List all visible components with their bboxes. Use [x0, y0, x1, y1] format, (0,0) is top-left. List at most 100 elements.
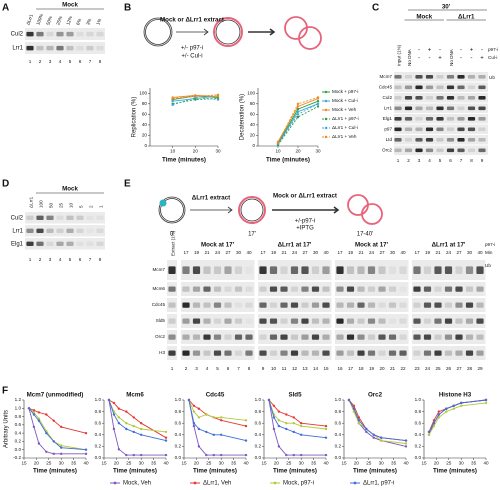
band [234, 266, 243, 274]
lane-number: 11 [282, 366, 287, 371]
lane-number: 17 [348, 366, 354, 371]
series-point [192, 404, 196, 407]
x-tick-label: 15 [101, 461, 107, 466]
y-tick-label: 1.0 [415, 397, 422, 402]
band [192, 302, 201, 308]
y-tick-label: 0.0 [175, 455, 182, 460]
time-label: 27 [379, 250, 385, 255]
lane-number: 20 [379, 366, 385, 371]
band [56, 241, 64, 247]
lane-number: 4 [59, 257, 62, 262]
band [76, 45, 84, 51]
series-point [32, 413, 36, 416]
series-point [277, 419, 281, 422]
legend-marker [193, 481, 197, 485]
series-point [372, 436, 375, 439]
band [213, 318, 222, 324]
band [455, 286, 463, 292]
band [322, 350, 330, 356]
plasmid [361, 203, 383, 225]
series-point [192, 424, 196, 428]
band [478, 127, 486, 132]
band [259, 318, 267, 324]
time-label: 19 [271, 250, 277, 255]
x-tick-label: 35 [311, 461, 317, 466]
schematic-time: 17-40' [357, 232, 374, 238]
band [446, 117, 455, 121]
lane-number: 3 [195, 366, 198, 371]
band [378, 334, 386, 340]
y-tick-label: 1.0 [175, 397, 182, 402]
band [213, 302, 222, 308]
time-label: 30 [236, 250, 242, 255]
series-point [220, 433, 223, 436]
lane-label: 50 [49, 202, 54, 208]
band [423, 266, 432, 274]
x-tick-label: 25 [366, 461, 372, 466]
legend-marker [113, 481, 117, 485]
lane-number: 6 [79, 59, 82, 64]
time-label: 27 [456, 250, 462, 255]
lane-label: Extract (1%) [171, 230, 176, 256]
x-tick-label: 15 [261, 461, 267, 466]
lane-number: 7 [89, 59, 92, 64]
band [404, 127, 413, 132]
lane-number: 1 [171, 366, 174, 371]
lane-number: 18 [358, 366, 364, 371]
series-point [316, 99, 320, 103]
band [96, 228, 104, 234]
band [399, 266, 407, 274]
band [290, 350, 299, 356]
treatment-mark: - [460, 48, 462, 54]
band [478, 75, 486, 79]
row-label: Mcm7 [379, 74, 392, 79]
x-tick-label: 40 [403, 461, 409, 466]
band [423, 318, 432, 324]
y-tick-label: 0.4 [15, 430, 22, 435]
lane-label: 2 [89, 205, 94, 208]
band [168, 318, 176, 324]
band [476, 350, 484, 356]
lane-number: 4 [428, 158, 431, 163]
series-point [445, 407, 448, 410]
band [399, 334, 407, 340]
x-tick-label: 40 [163, 461, 169, 466]
treatment-mark: - [460, 56, 462, 62]
series-point [324, 453, 328, 457]
x-tick-label: 30 [139, 461, 145, 466]
band [36, 241, 44, 247]
y-tick-label: 0.0 [15, 447, 22, 452]
x-tick-label: 25 [46, 461, 52, 466]
treatment-mark: - [471, 56, 473, 62]
series-point [192, 410, 196, 413]
band [234, 350, 243, 356]
series-point [197, 427, 201, 431]
band [404, 117, 413, 121]
band [224, 334, 232, 340]
series-point [220, 453, 223, 457]
band [46, 31, 54, 37]
y-tick-label: 0.2 [255, 444, 262, 449]
series-point [117, 416, 121, 419]
time-label: 17 [260, 250, 266, 255]
y-tick-label: 80 [142, 101, 148, 106]
series-point [292, 453, 295, 457]
lane-number: 14 [313, 366, 319, 371]
plasmid [160, 198, 184, 222]
lane-label: 5 [79, 205, 84, 208]
time-label: 21 [358, 250, 364, 255]
x-tick-label: 30 [299, 461, 305, 466]
band [203, 266, 211, 274]
chart-title: Histone H3 [439, 392, 472, 399]
band [394, 85, 402, 90]
lane-number: 1 [397, 158, 400, 163]
legend-label: Mock + Veh [332, 107, 357, 112]
y-tick-label: 0.4 [255, 432, 262, 437]
y-tick-label: 1.0 [335, 397, 342, 402]
schematic-text: Mock or ΔLrr1 extract [160, 17, 224, 24]
band [446, 127, 455, 132]
band [357, 334, 365, 340]
series-point [37, 419, 41, 422]
series-line [188, 399, 247, 421]
band [413, 266, 421, 274]
